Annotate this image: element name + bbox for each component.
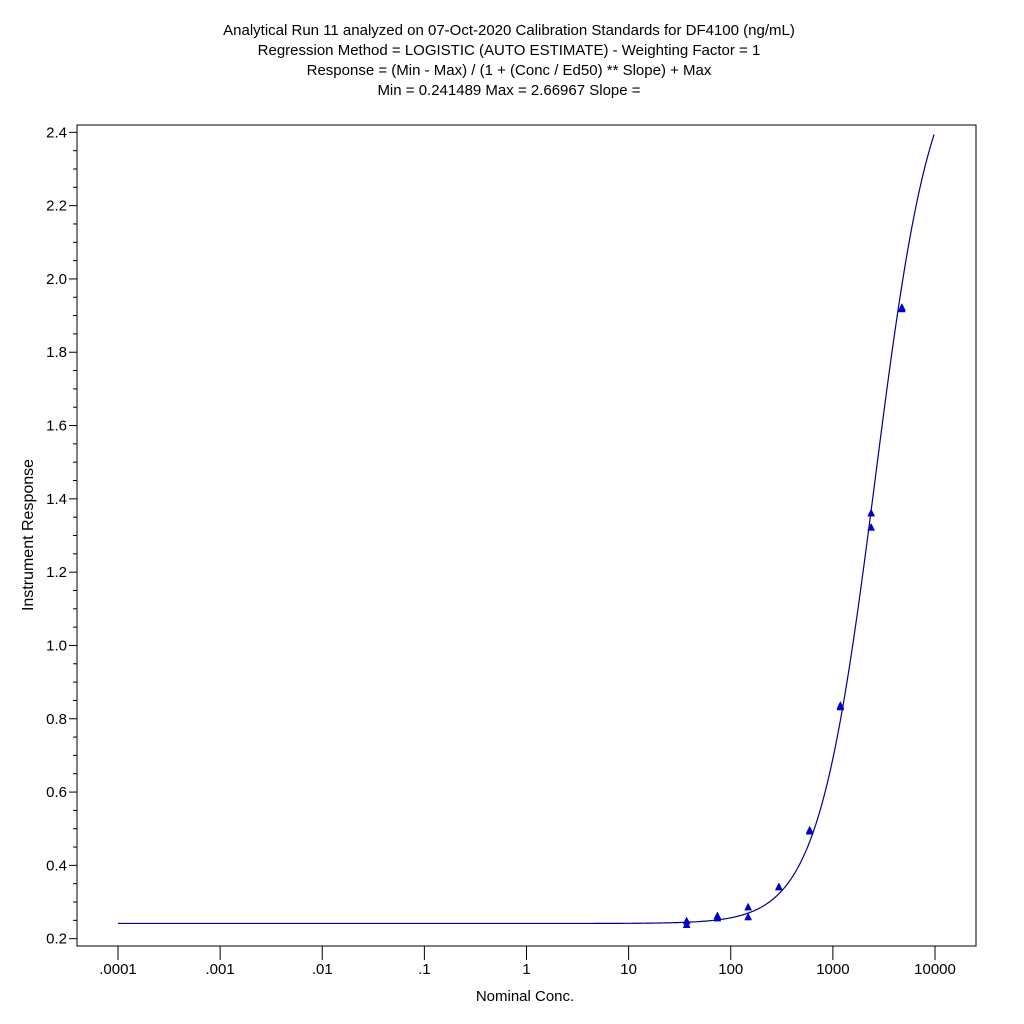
y-tick-label: 1.2: [46, 564, 67, 581]
title-line-3: Response = (Min - Max) / (1 + (Conc / Ed…: [307, 62, 712, 79]
data-point: [774, 882, 783, 891]
y-axis: 0.2 0.4 0.6 0.8 1.0 1.2 1.4 1.6 1.8 2.0 2.2 2.4: [46, 124, 77, 948]
title-line-1: Analytical Run 11 analyzed on 07-Oct-202…: [223, 22, 795, 39]
y-tick-label: 0.6: [46, 784, 67, 801]
y-tick-label: 0.8: [46, 711, 67, 728]
data-point: [713, 913, 722, 922]
y-tick-label: 2.2: [46, 198, 67, 215]
x-tick-label: 1: [522, 961, 530, 978]
x-tick-label: .001: [206, 961, 235, 978]
data-point: [897, 302, 906, 311]
data-point: [836, 701, 845, 709]
chart-title: Analytical Run 11 analyzed on 07-Oct-202…: [223, 22, 795, 99]
title-line-4: Min = 0.241489 Max = 2.66967 Slope =: [377, 82, 640, 99]
fit-curve-layer: [118, 134, 935, 925]
data-point: [744, 902, 753, 911]
x-tick-label: 100: [718, 961, 743, 978]
x-tick-label: .01: [312, 961, 333, 978]
x-axis-title: Nominal Conc.: [476, 988, 574, 1005]
x-tick-label: 10: [620, 961, 637, 978]
x-axis: .0001 .001 .01 .1 1 10 100 1000 10000: [99, 946, 956, 978]
x-tick-label: .0001: [99, 961, 137, 978]
data-point: [867, 522, 876, 531]
fit-curve-line: [118, 134, 935, 925]
data-point: [867, 508, 876, 517]
data-point: [805, 825, 814, 834]
y-tick-label: 1.4: [46, 491, 67, 508]
y-tick-label: 0.2: [46, 931, 67, 948]
data-point: [682, 920, 691, 928]
y-tick-label: 1.6: [46, 418, 67, 435]
x-tick-label: 10000: [914, 961, 956, 978]
data-points-layer: [682, 302, 906, 928]
y-tick-label: 0.4: [46, 857, 67, 874]
y-tick-label: 1.0: [46, 637, 67, 654]
title-line-2: Regression Method = LOGISTIC (AUTO ESTIM…: [258, 42, 761, 59]
y-tick-label: 2.0: [46, 271, 67, 288]
x-tick-label: .1: [418, 961, 431, 978]
y-tick-label: 1.8: [46, 344, 67, 361]
y-axis-title: Instrument Response: [20, 459, 37, 611]
data-point: [744, 912, 753, 921]
x-tick-label: 1000: [816, 961, 849, 978]
y-tick-label: 2.4: [46, 124, 67, 141]
